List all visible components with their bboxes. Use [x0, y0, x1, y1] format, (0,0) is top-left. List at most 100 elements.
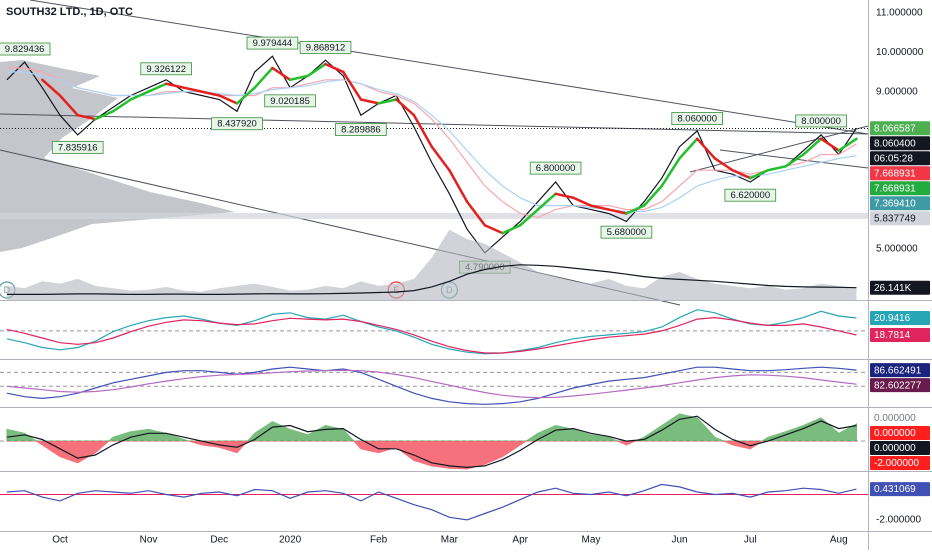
price-tag-label: 18.7814	[874, 330, 911, 341]
series-line	[6, 71, 857, 213]
series-line	[6, 264, 857, 295]
annotation-label: 8.437920	[217, 119, 257, 130]
trend-line	[0, 149, 681, 306]
trend-segment	[819, 137, 841, 152]
trend-segment	[76, 113, 97, 121]
chart-title: SOUTH32 LTD., 1D, OTC	[6, 6, 133, 18]
trend-segment	[448, 168, 469, 203]
trend-segment	[713, 157, 734, 172]
y-tick-label: 10.000000	[876, 47, 924, 58]
trend-segment	[235, 86, 256, 105]
trend-line	[0, 113, 869, 135]
price-tag	[870, 441, 930, 455]
trend-segment	[288, 74, 310, 82]
x-tick-label: 2020	[279, 535, 302, 546]
price-tag	[870, 181, 930, 196]
price-tag	[870, 378, 930, 393]
price-tag	[870, 426, 930, 440]
trend-segment	[324, 62, 345, 74]
x-tick-label: Jun	[671, 535, 687, 546]
trend-segment	[200, 90, 221, 97]
price-tag	[870, 121, 930, 136]
annotation-label: 9.868912	[306, 42, 346, 53]
trend-segment	[129, 90, 150, 101]
trend-segment	[802, 137, 823, 156]
trend-segment	[501, 224, 522, 235]
trend-segment	[430, 145, 451, 172]
price-tag-label: 82.602277	[874, 380, 922, 391]
trend-segment	[642, 184, 664, 207]
price-tag	[870, 482, 930, 497]
price-tag	[870, 136, 930, 151]
x-tick-label: Mar	[441, 535, 459, 546]
trend-segment	[483, 224, 504, 235]
trend-segment	[164, 82, 186, 89]
trend-segment	[182, 86, 203, 93]
x-tick-label: Apr	[512, 535, 528, 546]
annotation-box	[140, 62, 193, 76]
series-line	[6, 483, 857, 521]
trend-segment	[554, 192, 575, 200]
y-tick-label: 11.000000	[876, 8, 923, 19]
x-tick-label: Nov	[140, 535, 158, 546]
trend-segment	[678, 137, 699, 160]
annotation-label: 8.000000	[801, 116, 841, 127]
series-line	[6, 415, 857, 469]
price-tag-label: -2.000000	[874, 458, 919, 469]
annotation-label: 9.829436	[5, 44, 45, 55]
trend-segment	[147, 82, 168, 93]
annotation-box	[299, 41, 352, 54]
trend-segment	[465, 200, 487, 227]
trend-segment	[625, 204, 646, 215]
annotation-label: 6.620000	[730, 190, 770, 201]
price-tag-label: 0.000000	[874, 443, 916, 454]
trend-segment	[94, 110, 115, 121]
y-tick-label: -2.000000	[876, 515, 921, 526]
trend-segment	[58, 94, 79, 117]
trend-segment	[660, 157, 681, 188]
annotation-box	[529, 161, 582, 175]
price-tag	[870, 196, 930, 211]
trend-segment	[41, 78, 62, 97]
y-tick-label: 9.000000	[876, 86, 918, 97]
price-tag-label: 0.000000	[874, 428, 916, 439]
price-tag	[870, 363, 930, 378]
price-tag-label: 8.060400	[874, 138, 916, 149]
annotation-box	[51, 140, 104, 154]
trend-segment	[395, 98, 416, 117]
price-tag-label: 86.662491	[874, 365, 922, 376]
trend-segment	[218, 94, 239, 105]
annotation-box	[335, 123, 387, 136]
trend-line	[689, 125, 869, 173]
trend-segment	[589, 204, 610, 211]
x-tick-label: Dec	[210, 535, 228, 546]
price-tag-label: 5.837749	[874, 213, 916, 224]
price-tag	[870, 328, 930, 343]
annotation-label: 7.835916	[58, 142, 98, 153]
price-tag	[870, 211, 930, 226]
trend-segment	[784, 153, 805, 168]
trend-segment	[731, 168, 752, 180]
series-line	[6, 316, 857, 354]
series-area	[6, 229, 857, 300]
annotation-label: 5.680000	[607, 227, 647, 238]
trend-segment	[271, 66, 292, 82]
value-band	[0, 212, 868, 219]
trend-segment	[766, 165, 787, 172]
price-tag	[870, 311, 930, 326]
price-tag	[870, 166, 930, 181]
price-tag-label: 0.431069	[874, 484, 916, 495]
price-tag-label: 20.9416	[874, 313, 911, 324]
annotation-box	[264, 94, 316, 108]
annotation-box	[0, 42, 51, 56]
trend-segment	[572, 196, 593, 207]
annotation-box	[246, 36, 299, 50]
annotation-label: 6.800000	[536, 163, 576, 174]
x-tick-label: Oct	[52, 535, 68, 546]
price-tag-label: 06:05:28	[874, 153, 913, 164]
trend-segment	[607, 208, 628, 215]
x-tick-label: Aug	[830, 535, 848, 546]
trend-segment	[359, 98, 380, 105]
price-tag	[870, 411, 930, 425]
